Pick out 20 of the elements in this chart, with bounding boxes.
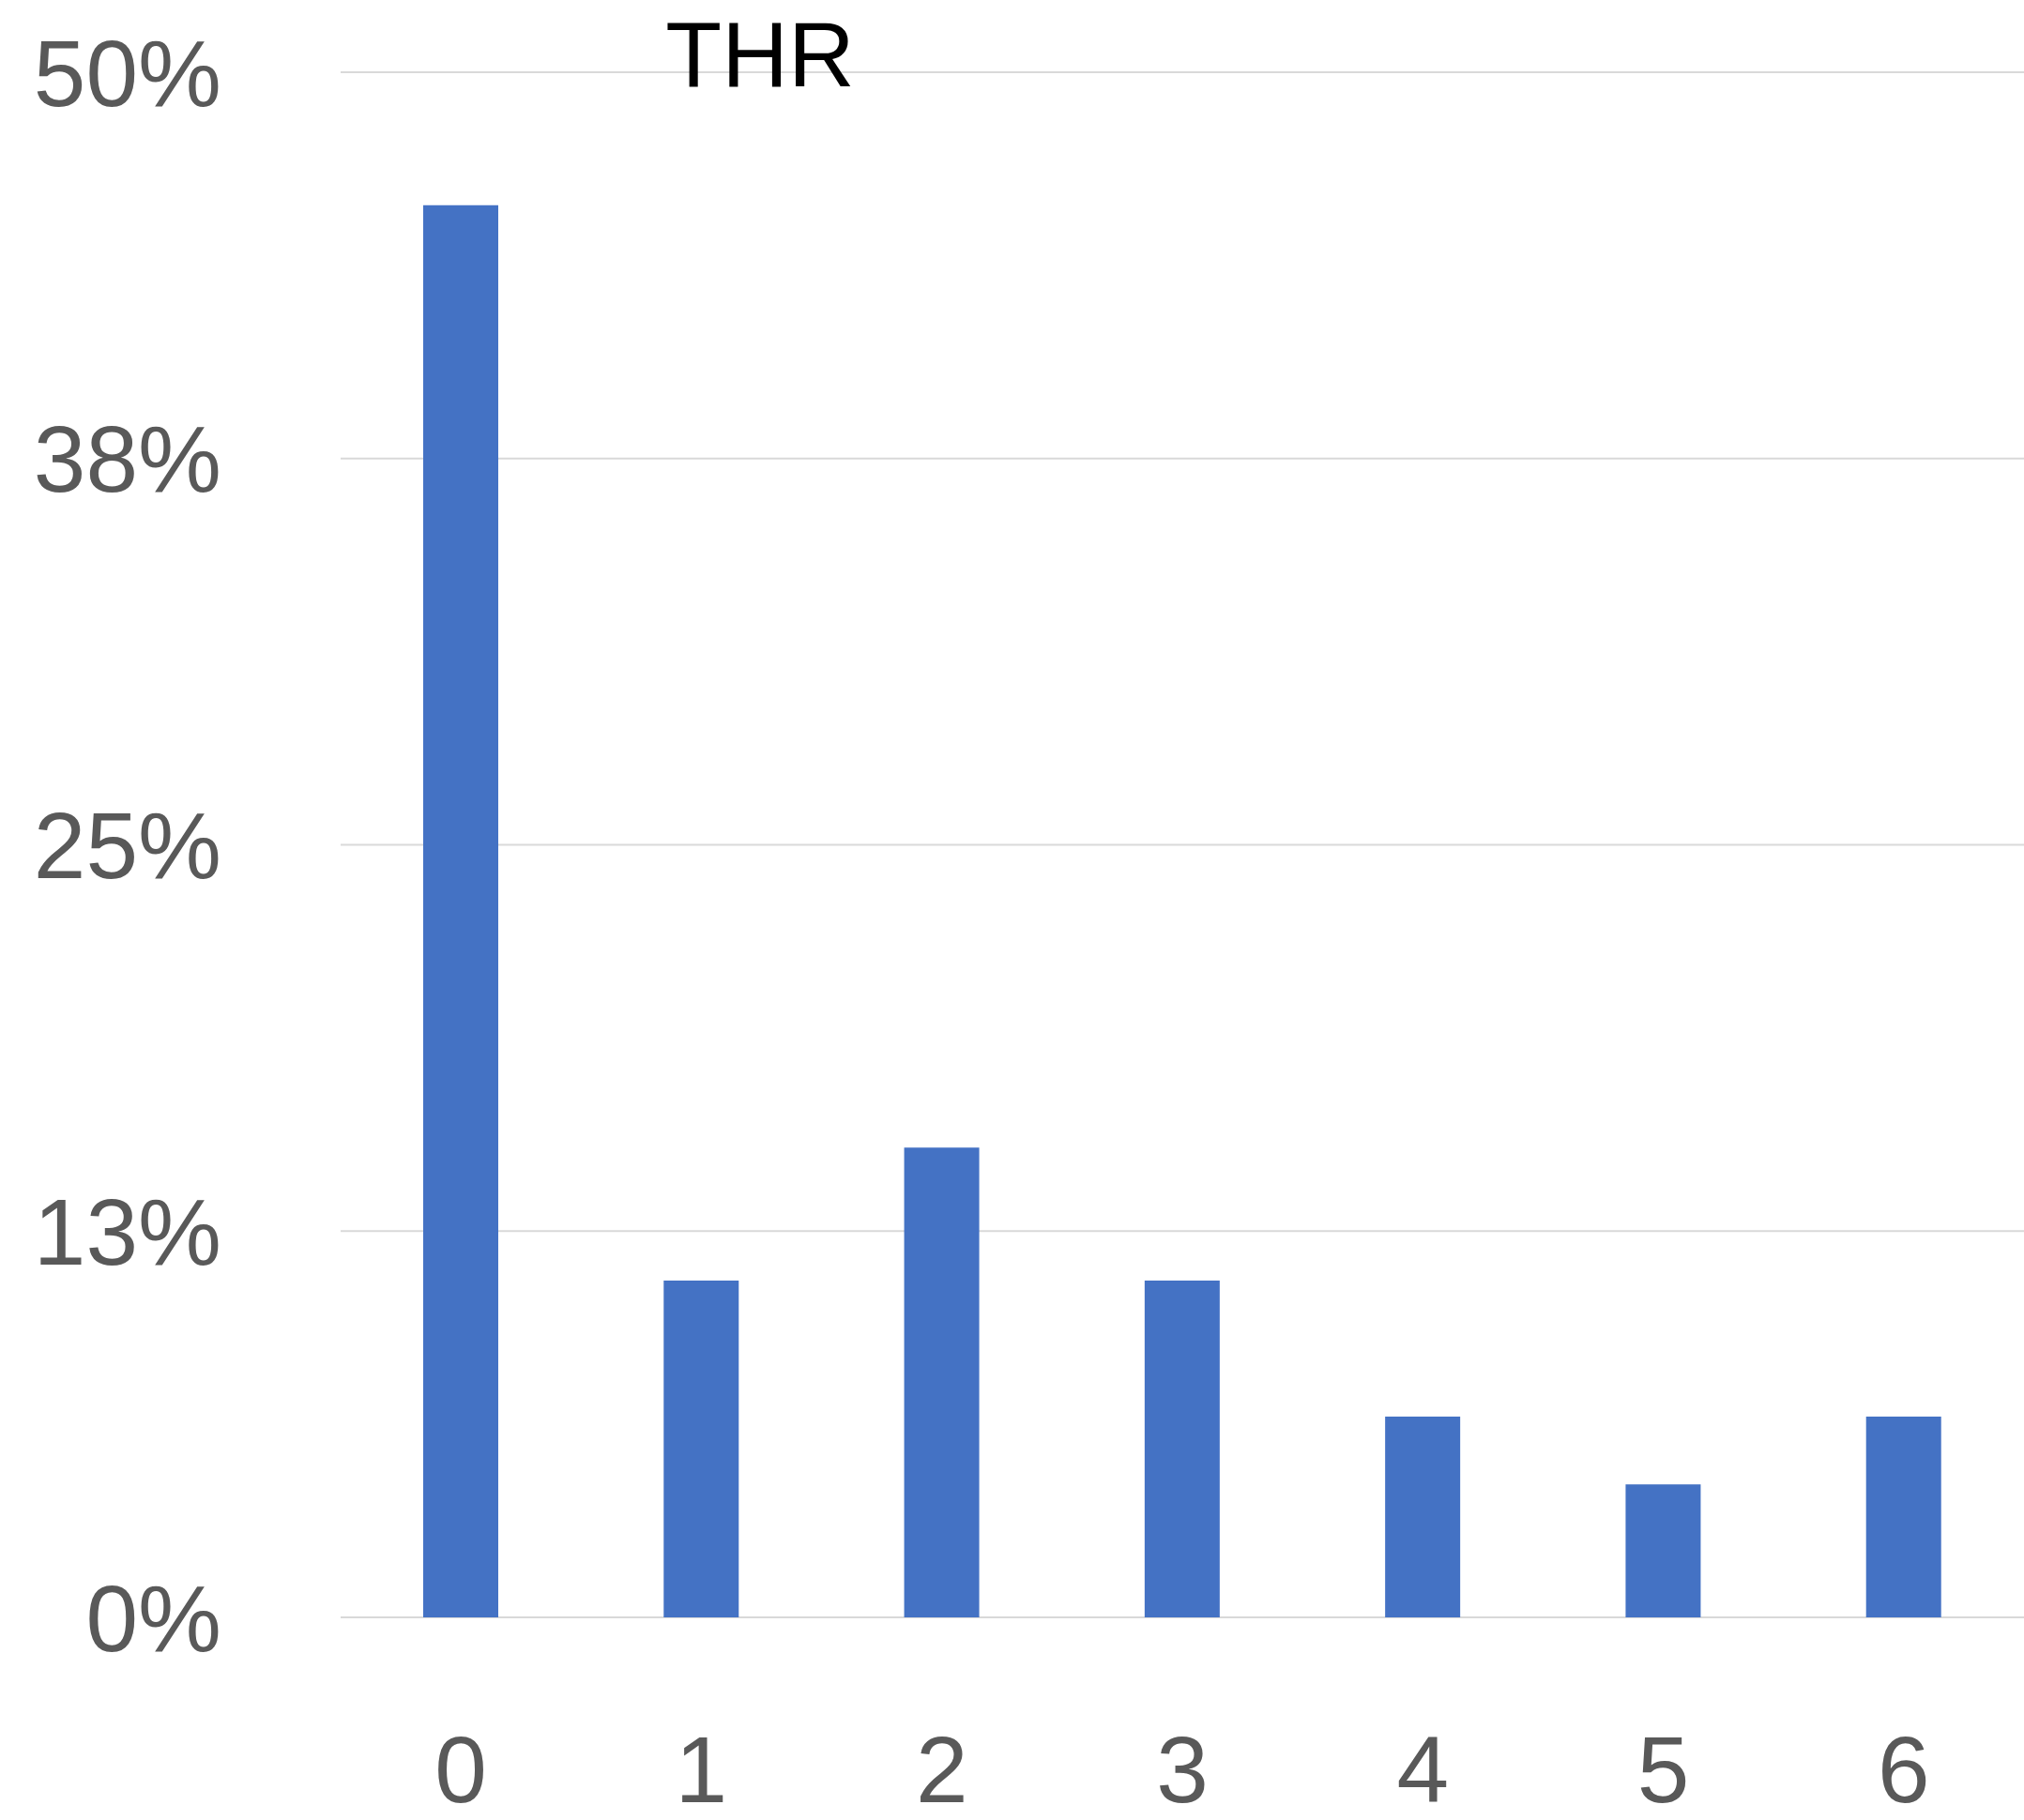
- x-tick-label: 4: [1396, 1717, 1450, 1820]
- y-tick-label: 0%: [85, 1565, 221, 1671]
- y-tick-label: 25%: [33, 793, 221, 898]
- x-tick-label: 3: [1156, 1717, 1209, 1820]
- y-tick-label: 50%: [33, 20, 221, 126]
- bar: [663, 1280, 739, 1617]
- x-tick-label: 2: [915, 1717, 968, 1820]
- y-tick-label: 38%: [33, 406, 221, 512]
- bar: [1625, 1484, 1701, 1617]
- bar: [904, 1147, 980, 1617]
- bar: [1144, 1280, 1220, 1617]
- x-tick-label: 6: [1878, 1717, 1930, 1820]
- x-tick-label: 0: [434, 1717, 487, 1820]
- chart-title: THR: [664, 2, 856, 108]
- y-tick-label: 13%: [33, 1178, 221, 1284]
- bar: [1865, 1416, 1941, 1617]
- x-tick-label: 5: [1636, 1717, 1690, 1820]
- x-tick-label: 1: [675, 1717, 728, 1820]
- bar: [1385, 1416, 1461, 1617]
- bar: [423, 205, 498, 1617]
